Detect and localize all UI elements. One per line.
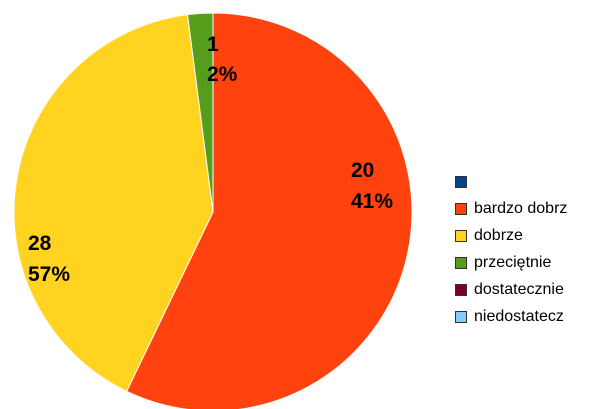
- legend-item: [455, 168, 596, 195]
- legend-label: bardzo dobrz: [474, 199, 568, 217]
- legend-label: dostatecznie: [474, 280, 564, 298]
- legend-swatch: [455, 283, 467, 296]
- legend-swatch: [455, 310, 467, 323]
- legend-label: przeciętnie: [474, 253, 552, 271]
- pie-slice-przeciętnie: [186, 12, 214, 213]
- pie-slice-bardzo-dobrze: [125, 12, 413, 409]
- slice-percent-label: 41%: [351, 190, 393, 213]
- legend-item: przeciętnie: [455, 249, 596, 276]
- legend-swatch: [455, 256, 467, 269]
- slice-value-label: 20: [351, 159, 374, 182]
- slice-value-label: 28: [28, 232, 52, 255]
- legend-label: niedostatecz: [474, 307, 564, 325]
- legend-swatch: [455, 229, 467, 242]
- legend-item: dobrze: [455, 222, 596, 249]
- legend-label: dobrze: [474, 226, 523, 244]
- legend-swatch: [455, 175, 467, 188]
- slice-value-label: 1: [207, 33, 219, 56]
- legend-item: bardzo dobrz: [455, 195, 596, 222]
- legend-item: dostatecznie: [455, 276, 596, 303]
- legend-swatch: [455, 202, 467, 215]
- slice-percent-label: 57%: [28, 263, 70, 286]
- pie-slice-dobrze: [13, 14, 214, 392]
- legend-item: niedostatecz: [455, 303, 596, 330]
- chart-legend: bardzo dobrz dobrze przeciętnie dostateczni…: [455, 168, 596, 330]
- slice-percent-label: 2%: [207, 63, 238, 86]
